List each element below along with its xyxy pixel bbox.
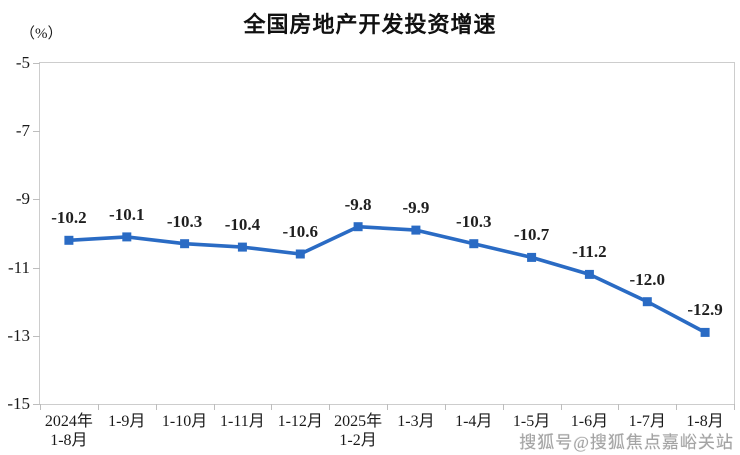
data-point-label: -9.8 (344, 194, 372, 214)
x-tick-label: 2025年 1-2月 (334, 413, 383, 449)
plot-area: -10.2 -10.1 -10.3 -10.4 -10.6 -9.8 -9.9 -10.3 -1… (7, 53, 735, 449)
x-tick-mark (271, 404, 273, 410)
x-tick-label: 1-10月 (161, 413, 208, 430)
y-tick-mark (33, 63, 40, 64)
series-line (68, 224, 706, 334)
line-series (64, 222, 710, 337)
data-point-label: -10.7 (513, 225, 550, 245)
y-tick-label: -15 (7, 394, 30, 413)
watermark: 搜狐号@搜狐焦点嘉峪关站 (519, 433, 734, 452)
data-point-label: -9.9 (402, 198, 430, 218)
y-tick-label: -11 (7, 257, 30, 277)
data-point-label: -12.0 (629, 269, 665, 289)
data-point-marker (469, 239, 479, 249)
chart-title: 全国房地产开发投资增速 (243, 12, 497, 37)
data-point-marker (353, 222, 363, 232)
y-tick-mark (33, 267, 40, 269)
y-tick-mark (33, 199, 40, 201)
x-tick-mark (618, 404, 620, 410)
y-tick-label: -13 (7, 325, 30, 345)
x-tick-mark (502, 404, 504, 410)
data-point-label: -10.3 (456, 211, 492, 231)
y-tick-label: -5 (15, 53, 30, 72)
data-point-label: -11.2 (572, 242, 607, 262)
x-tick-label: 1-6月 (570, 413, 609, 430)
x-tick-label: 1-5月 (512, 413, 551, 430)
data-point-marker (180, 239, 190, 249)
x-tick-mark (560, 404, 562, 410)
data-point-label: -10.2 (51, 208, 87, 228)
y-tick-label: -9 (15, 189, 30, 209)
data-point-label: -10.6 (282, 221, 318, 241)
x-tick-label: 1-3月 (397, 413, 435, 430)
x-tick-label: 1-4月 (455, 413, 493, 430)
x-tick-label: 1-8月 (686, 413, 724, 430)
data-point-marker (527, 252, 537, 262)
x-tick-mark (676, 404, 678, 410)
x-tick-mark (213, 404, 215, 410)
data-point-marker (584, 269, 594, 279)
y-tick-label: -7 (15, 121, 30, 141)
x-tick-mark (40, 404, 41, 410)
x-tick-label: 1-7月 (628, 413, 666, 430)
data-point-label: -10.3 (166, 211, 203, 231)
data-point-marker (122, 232, 132, 242)
data-point-marker (64, 235, 74, 245)
x-tick-label: 1-12月 (277, 413, 323, 430)
x-tick-mark (444, 404, 446, 410)
data-point-label: -12.9 (687, 300, 723, 320)
data-point-marker (237, 242, 247, 252)
data-point-marker (642, 297, 652, 307)
data-point-label: -10.1 (109, 204, 145, 224)
y-axis-unit-label: （%） (20, 26, 63, 42)
x-tick-label: 1-11月 (220, 413, 265, 430)
y-tick-mark (33, 131, 40, 133)
x-tick-mark (734, 404, 735, 410)
y-tick-mark (33, 335, 40, 337)
y-tick-mark (33, 404, 40, 405)
x-tick-mark (329, 404, 331, 410)
data-point-marker (295, 249, 305, 259)
x-tick-mark (97, 404, 99, 410)
x-tick-label: 1-9月 (108, 413, 146, 430)
x-tick-label: 2024年 1-8月 (44, 413, 93, 449)
data-point-marker (700, 327, 710, 337)
data-point-marker (411, 225, 421, 235)
x-tick-mark (387, 404, 388, 410)
data-point-label: -10.4 (224, 215, 261, 235)
x-tick-mark (155, 404, 157, 410)
